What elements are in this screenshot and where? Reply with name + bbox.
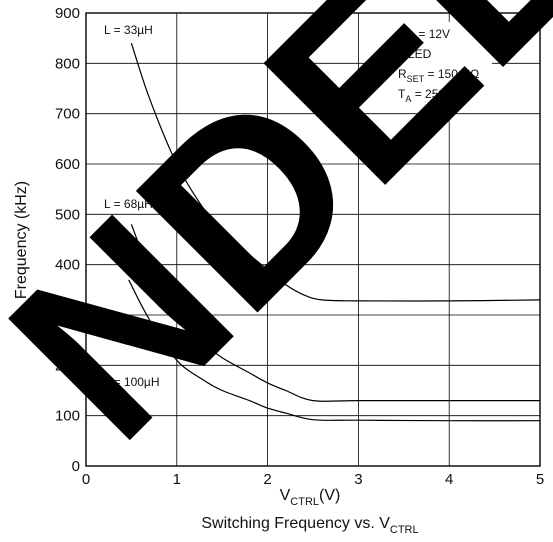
series-labels: L = 33µH L = 68µH L = 100µH — [100, 21, 174, 389]
x-tick-label: 3 — [354, 471, 362, 488]
vin-condition: VIN = 12V — [398, 27, 450, 44]
chart-title: Switching Frequency vs. VCTRL — [201, 515, 418, 536]
y-tick-label: 100 — [55, 408, 80, 425]
x-tick-label: 2 — [263, 471, 271, 488]
y-tick-label: 400 — [55, 257, 80, 274]
x-tick-label: 1 — [173, 471, 181, 488]
series-label-68uh: L = 68µH — [104, 197, 153, 211]
y-tick-label: 300 — [55, 307, 80, 324]
series-label-bg-33 — [100, 21, 166, 37]
series-line-1 — [130, 224, 540, 402]
series-label-33uh: L = 33µH — [104, 23, 153, 37]
series-line-2 — [128, 279, 541, 422]
series-label-bg-68 — [100, 195, 166, 211]
conditions-box: VIN = 12V 1 LED RSET = 150m Ω TA = 25°C — [392, 22, 492, 112]
led-condition: 1 LED — [398, 47, 432, 61]
y-tick-label: 800 — [55, 55, 80, 72]
conditions-bg — [392, 22, 492, 112]
series-line-0 — [130, 43, 541, 302]
series-label-bg-100 — [100, 373, 174, 389]
y-tick-label: 200 — [55, 357, 80, 374]
tick-labels: 0 1 2 3 4 5 0 100 200 300 400 500 600 700 800 900 — [55, 5, 544, 488]
grid — [85, 12, 541, 467]
y-tick-label: 500 — [55, 206, 80, 223]
x-tick-label: 0 — [82, 471, 90, 488]
y-tick-label: 700 — [55, 106, 80, 123]
rset-condition: RSET = 150m Ω — [398, 67, 479, 84]
x-tick-label: 4 — [445, 471, 453, 488]
y-tick-label: 600 — [55, 156, 80, 173]
y-tick-label: 0 — [72, 458, 80, 475]
ta-condition: TA = 25°C — [398, 87, 452, 104]
x-tick-label: 5 — [536, 471, 544, 488]
plot-frame — [85, 12, 541, 467]
y-tick-label: 900 — [55, 5, 80, 22]
x-axis-label: VCTRL(V) — [280, 487, 341, 508]
y-axis-label: Frequency (kHz) — [13, 181, 30, 299]
curves — [128, 43, 541, 422]
series-label-100uh: L = 100µH — [104, 375, 160, 389]
